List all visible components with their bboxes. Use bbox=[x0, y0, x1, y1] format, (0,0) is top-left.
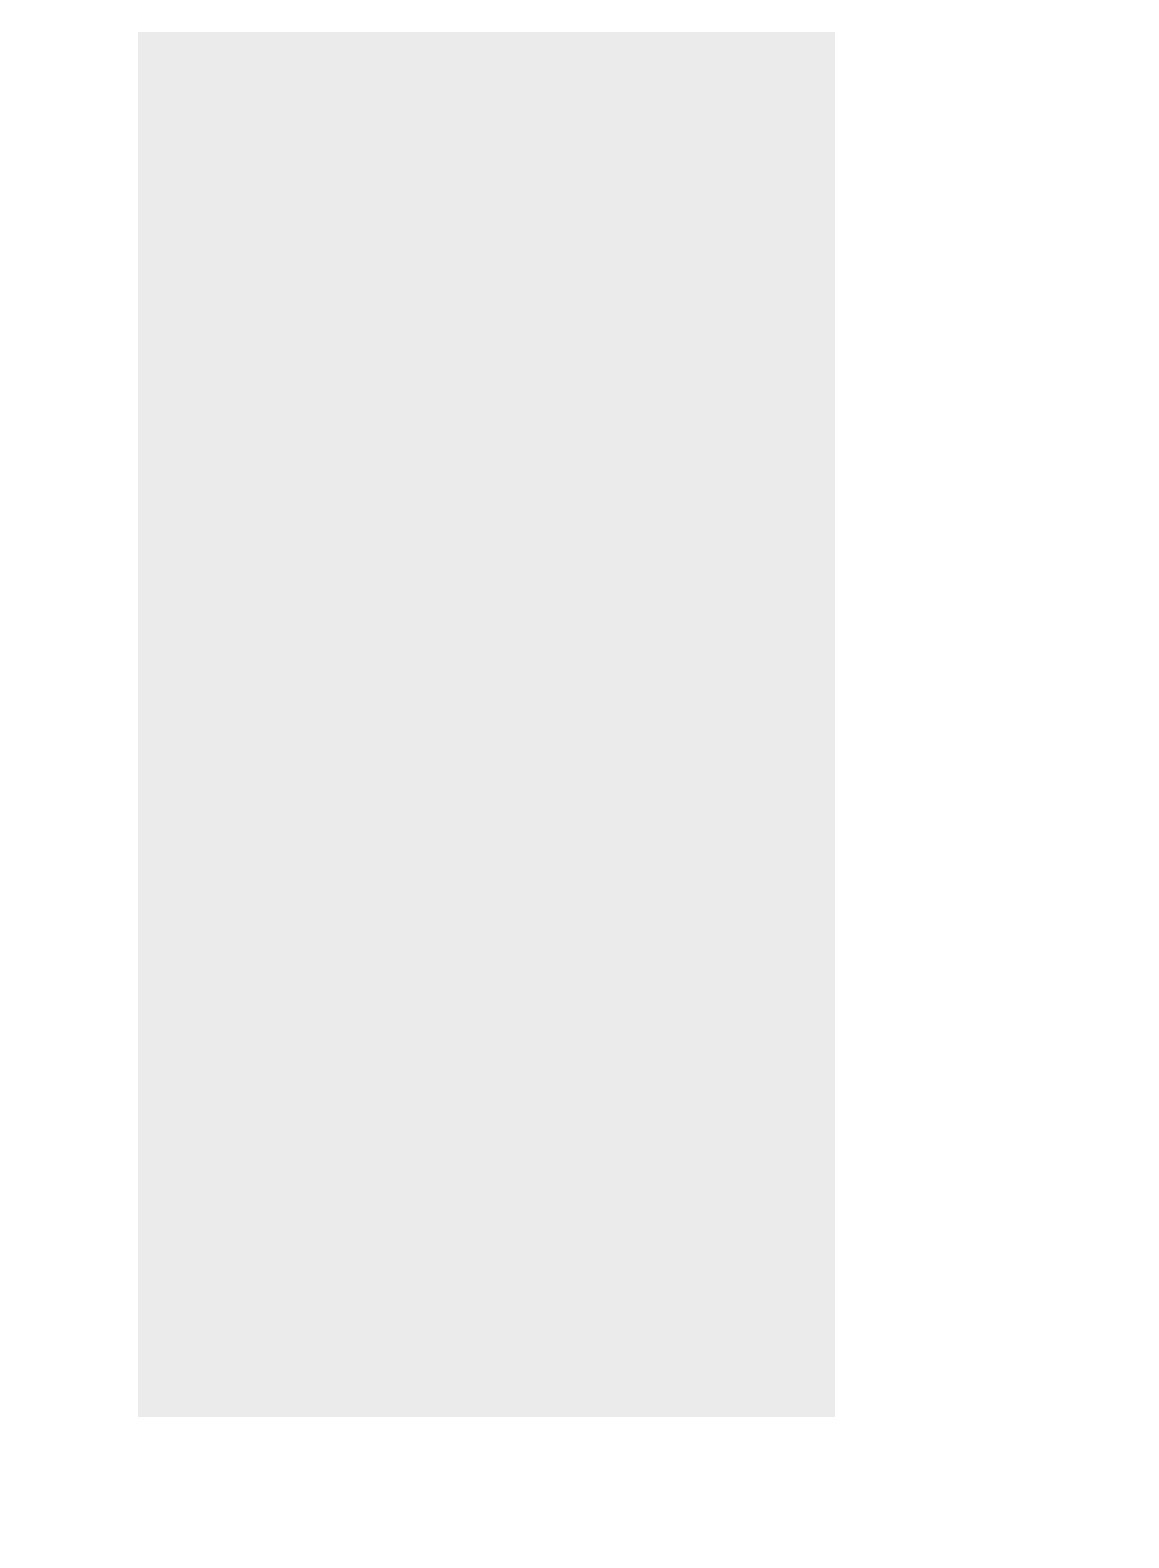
panel bbox=[138, 32, 835, 1417]
